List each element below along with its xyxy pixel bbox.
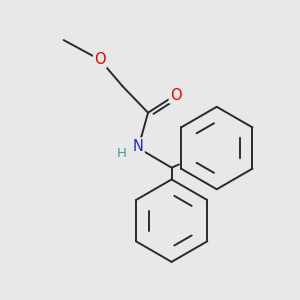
Text: H: H [117, 147, 127, 161]
Text: N: N [133, 139, 144, 154]
Text: O: O [170, 88, 181, 103]
Text: O: O [94, 52, 106, 67]
